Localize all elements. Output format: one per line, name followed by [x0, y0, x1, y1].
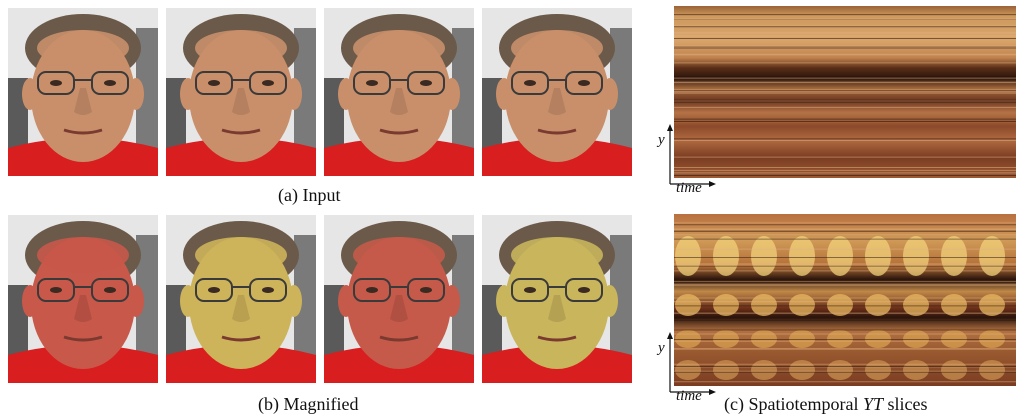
yt-slice-input: [674, 6, 1016, 178]
face-photo: [324, 215, 474, 383]
input-frame-2: [166, 8, 316, 176]
face-photo: [482, 215, 632, 383]
y-axis-label-input: y: [658, 132, 665, 148]
magnified-frame-4: [482, 214, 632, 384]
face-photo: [8, 215, 158, 383]
caption-slices-italic: YT: [862, 394, 883, 414]
input-frame-1: [8, 8, 158, 176]
axes-magnified: [667, 332, 716, 395]
face-photo: [8, 8, 158, 176]
caption-magnified: (b) Magnified: [258, 394, 359, 414]
caption-slices-prefix: (c) Spatiotemporal: [724, 394, 863, 414]
magnified-frame-2: [166, 214, 316, 384]
caption-slices-suffix: slices: [883, 394, 928, 414]
face-photo: [482, 8, 632, 176]
magnified-frame-1: [8, 214, 158, 384]
caption-input: (a) Input: [278, 185, 341, 205]
yt-slice-magnified: [674, 214, 1016, 386]
axes-input: [667, 124, 716, 187]
time-axis-label-magnified: time: [676, 388, 702, 404]
caption-slices: (c) Spatiotemporal YT slices: [724, 394, 928, 415]
input-frame-4: [482, 8, 632, 176]
magnified-frame-3: [324, 214, 474, 384]
face-photo: [324, 8, 474, 176]
face-photo: [166, 8, 316, 176]
input-frame-3: [324, 8, 474, 176]
y-axis-label-magnified: y: [658, 340, 665, 356]
face-photo: [166, 215, 316, 383]
time-axis-label-input: time: [676, 180, 702, 196]
